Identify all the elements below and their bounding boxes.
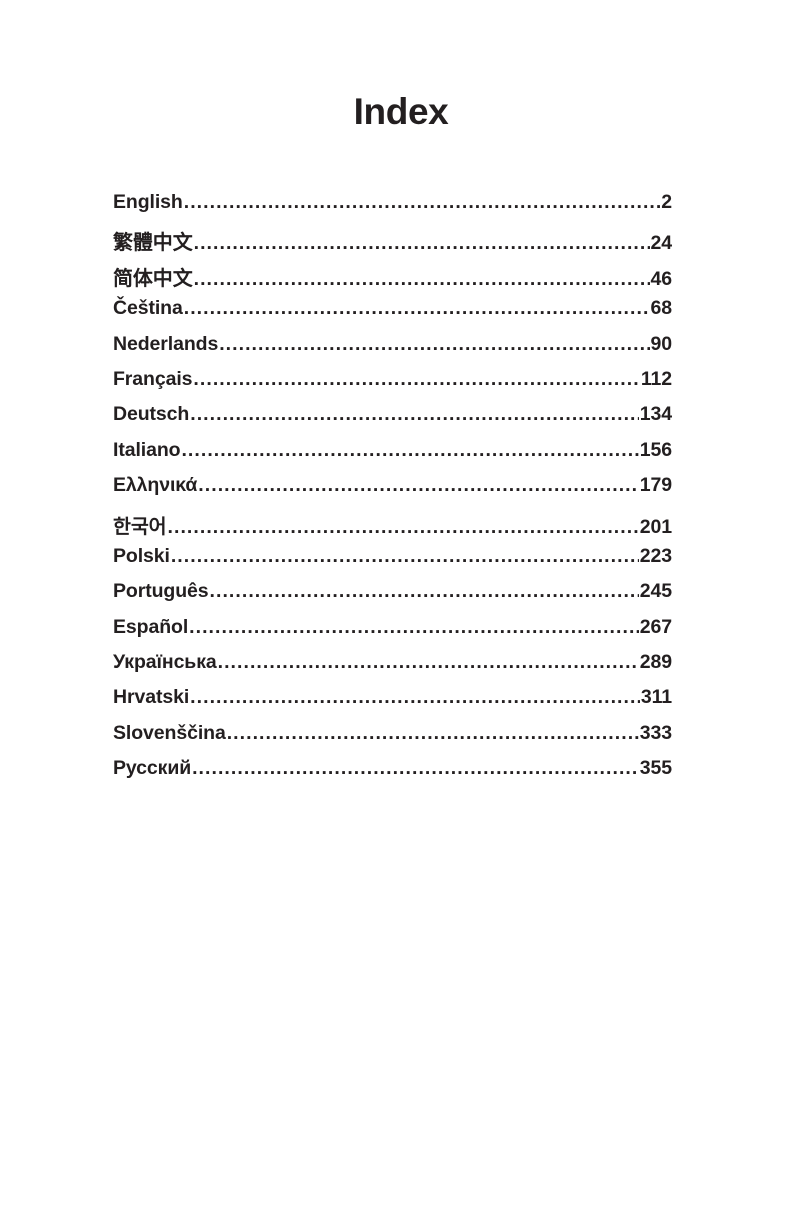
toc-entry[interactable]: Português 245 <box>113 580 672 615</box>
toc-dot-leader <box>210 582 639 602</box>
toc-entry-label: Polski <box>113 544 170 567</box>
toc-entry-label: Slovenščina <box>113 721 226 744</box>
toc-entry-label: Español <box>113 615 189 638</box>
toc-entry[interactable]: Polski 223 <box>113 545 672 580</box>
toc-entry[interactable]: Hrvatski 311 <box>113 686 672 721</box>
toc-entry-page-number: 112 <box>640 367 672 390</box>
toc-entry-label: Português <box>113 580 209 603</box>
toc-entry-label: Français <box>113 367 193 390</box>
toc-entry[interactable]: Français 112 <box>113 368 672 403</box>
toc-dot-leader <box>190 405 639 425</box>
toc-dot-leader <box>227 724 639 744</box>
toc-dot-leader <box>189 618 639 638</box>
toc-dot-leader <box>192 759 639 779</box>
toc-dot-leader <box>194 234 650 254</box>
toc-entry-page-number: 179 <box>639 474 672 497</box>
toc-entry[interactable]: Slovenščina 333 <box>113 722 672 757</box>
toc-entry[interactable]: Deutsch 134 <box>113 403 672 438</box>
toc-dot-leader <box>194 270 650 290</box>
toc-entry-page-number: 333 <box>639 721 672 744</box>
toc-entry-page-number: 245 <box>639 580 672 603</box>
toc-entry-label: Українська <box>113 651 217 674</box>
toc-dot-leader <box>190 688 640 708</box>
toc-entry[interactable]: Українська 289 <box>113 651 672 686</box>
toc-entry-label: 繁體中文 <box>113 232 193 255</box>
toc-entry-label: English <box>113 191 183 213</box>
toc-entry-label: Italiano <box>113 438 181 461</box>
toc-entry-label: Hrvatski <box>113 686 190 709</box>
toc-entry[interactable]: English 2 <box>113 191 672 226</box>
toc-entry-page-number: 156 <box>639 438 672 461</box>
toc-dot-leader <box>184 299 650 319</box>
toc-dot-leader <box>219 335 649 355</box>
toc-entry[interactable]: 繁體中文 24 <box>113 226 672 261</box>
toc-entry[interactable]: Ελληνικά 179 <box>113 474 672 509</box>
toc-dot-leader <box>184 193 661 213</box>
toc-entry-page-number: 355 <box>639 757 672 780</box>
page-title: Index <box>353 91 449 132</box>
toc-entry-page-number: 2 <box>661 191 672 213</box>
toc-entry-page-number: 267 <box>639 615 672 638</box>
toc-dot-leader <box>181 441 638 461</box>
toc-entry-page-number: 24 <box>650 232 673 255</box>
toc-entry-label: Nederlands <box>113 332 219 355</box>
toc-entry-page-number: 289 <box>639 651 672 674</box>
toc-entry-page-number: 134 <box>639 403 672 426</box>
toc-dot-leader <box>168 518 639 538</box>
toc-dot-leader <box>193 370 639 390</box>
toc-entry[interactable]: Nederlands 90 <box>113 333 672 368</box>
toc-dot-leader <box>198 476 638 496</box>
toc-entry-page-number: 46 <box>650 267 673 290</box>
toc-entry[interactable]: Español 267 <box>113 616 672 651</box>
toc-entry-label: 简体中文 <box>113 267 193 290</box>
toc-entry-page-number: 311 <box>640 686 672 709</box>
toc-entry-label: Русский <box>113 757 192 780</box>
toc-entry[interactable]: 简体中文 46 <box>113 262 672 297</box>
toc-dot-leader <box>218 653 639 673</box>
toc-entry[interactable]: Italiano 156 <box>113 439 672 474</box>
toc-entry-label: 한국어 <box>113 515 167 538</box>
toc-entry-page-number: 68 <box>650 297 673 320</box>
toc-entry-label: Deutsch <box>113 403 190 426</box>
toc-entry[interactable]: Čeština 68 <box>113 297 672 332</box>
toc-entry-label: Čeština <box>113 297 183 320</box>
table-of-contents: English 2 繁體中文 24 简体中文 46 Čeština 68 Nederlands 9… <box>113 191 672 793</box>
toc-entry-page-number: 223 <box>639 544 672 567</box>
toc-dot-leader <box>171 547 639 567</box>
toc-entry-page-number: 90 <box>650 332 673 355</box>
toc-entry-label: Ελληνικά <box>113 474 198 497</box>
toc-entry[interactable]: 한국어 201 <box>113 510 672 545</box>
toc-entry[interactable]: Русский 355 <box>113 757 672 792</box>
toc-entry-page-number: 201 <box>639 515 672 538</box>
